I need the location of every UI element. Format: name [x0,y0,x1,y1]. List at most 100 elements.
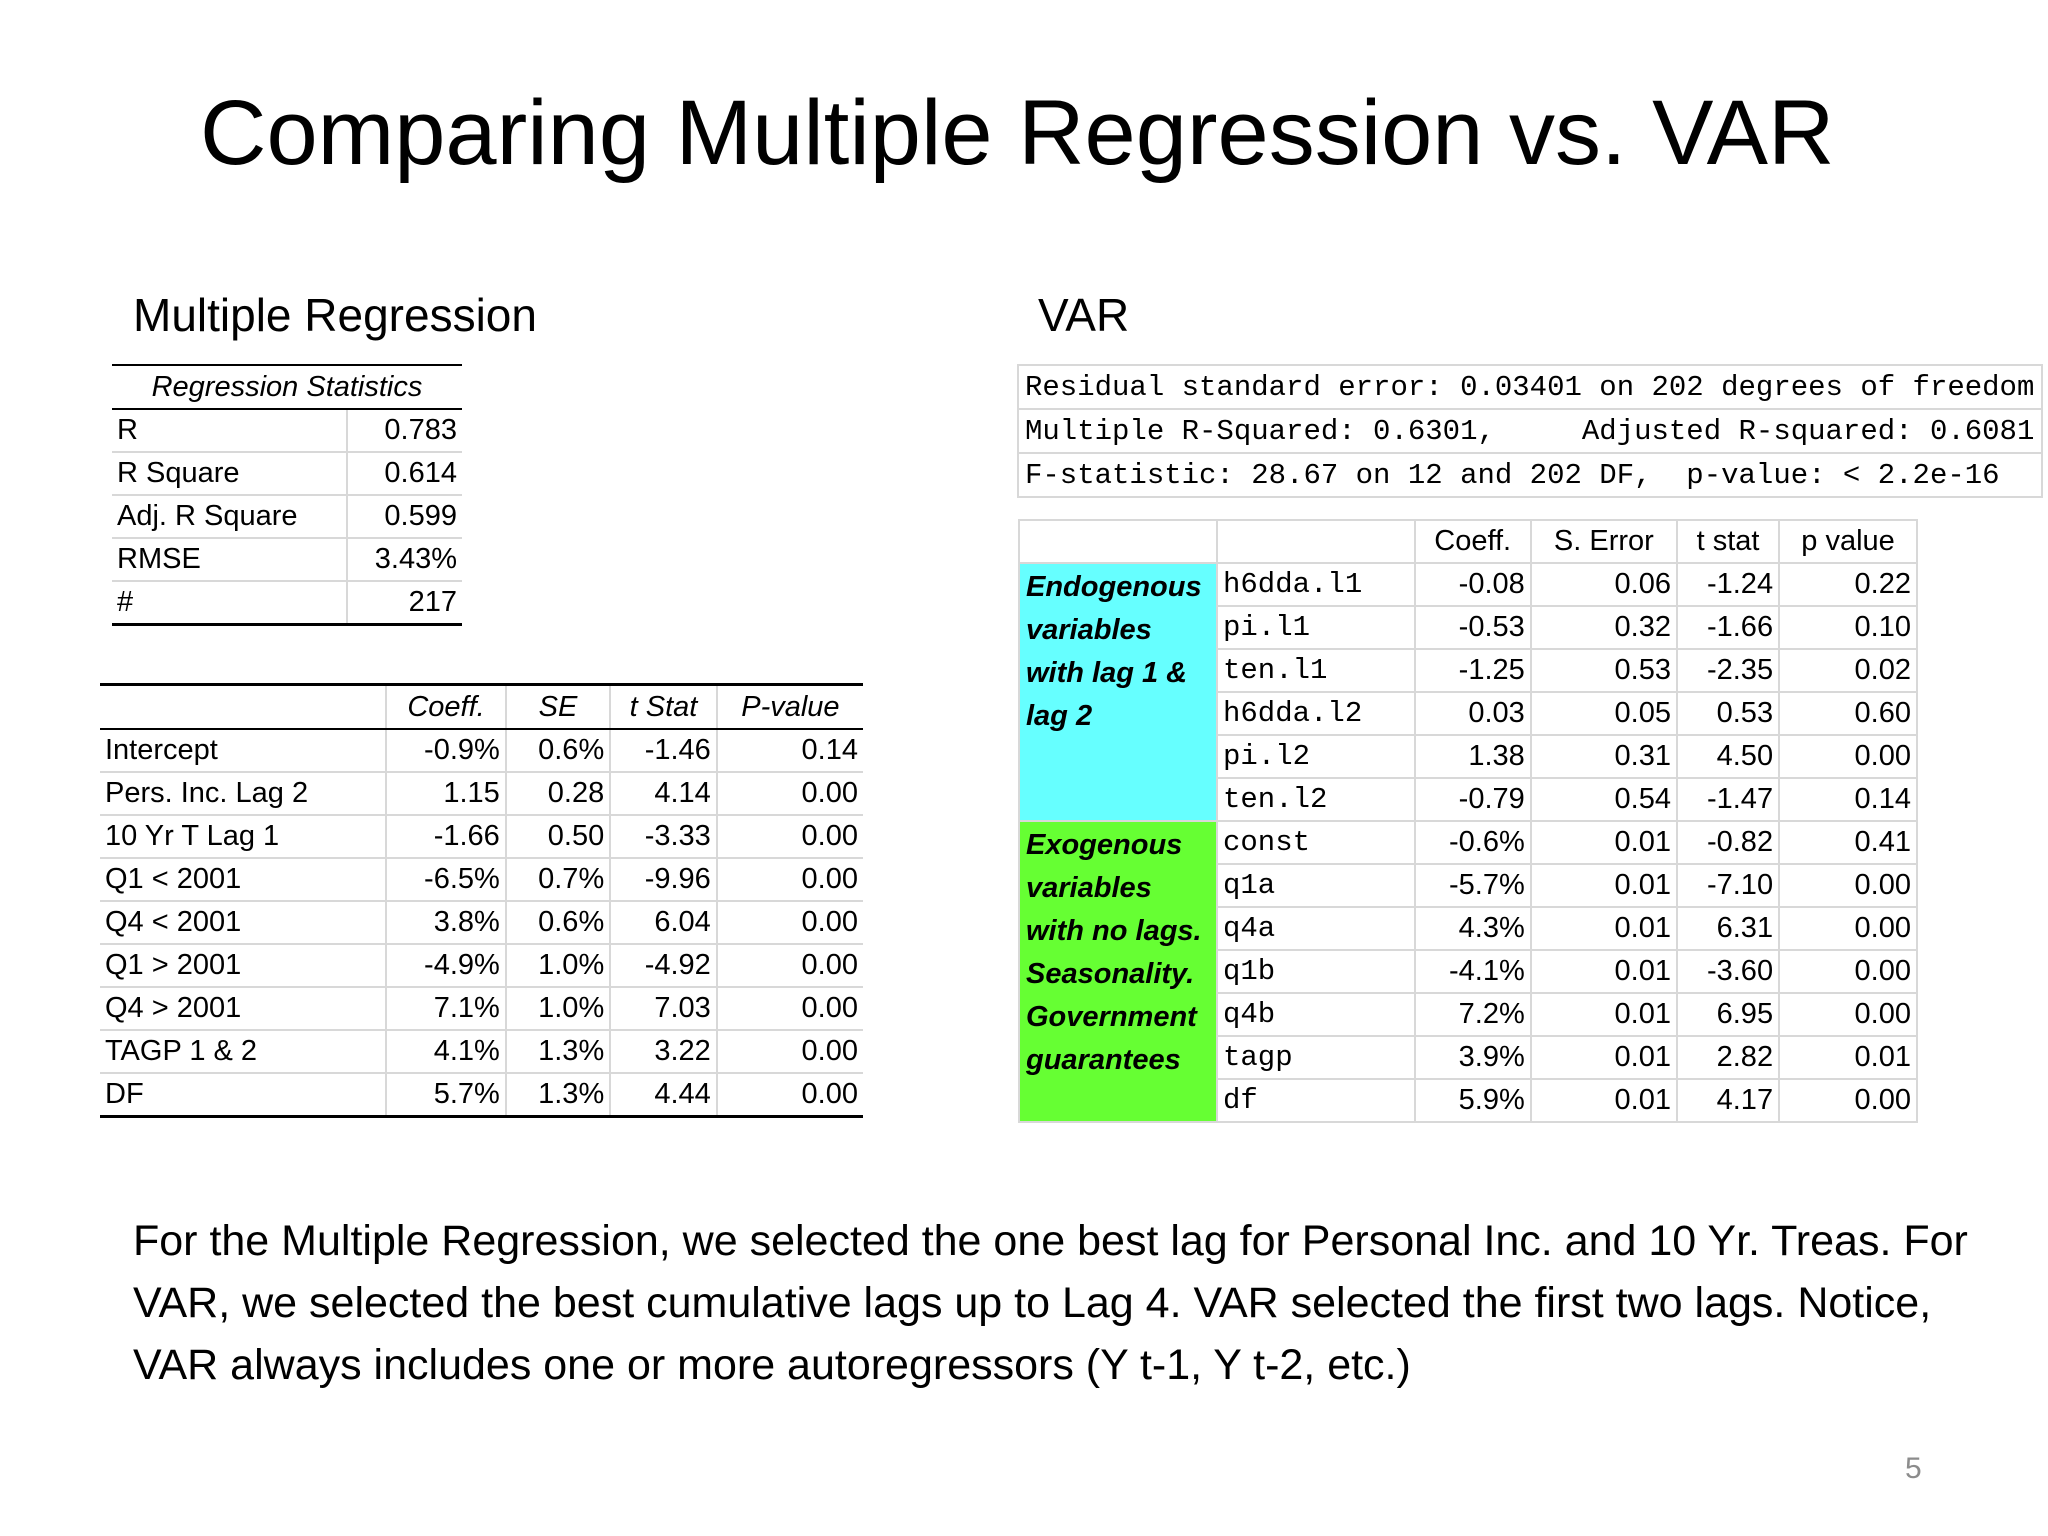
table-cell: 1.38 [1413,734,1532,779]
table-cell: 0.60 [1778,691,1918,736]
table-cell: 0.54 [1529,777,1679,822]
table-cell: -4.92 [609,944,717,988]
table-cell: 4.3% [1413,906,1532,951]
table-cell: 5.9% [1413,1078,1532,1123]
column-header: p value [1778,519,1918,564]
table-cell: -9.96 [609,858,717,902]
stats-row: RMSE 3.43% [112,538,462,582]
variable-name: tagp [1216,1035,1416,1080]
table-cell: -3.33 [609,815,717,859]
table-cell: 0.00 [715,772,863,816]
variable-name: q1a [1216,863,1416,908]
table-cell: 0.50 [504,815,611,859]
stats-row: #217 [112,581,462,626]
table-cell: 0.01 [1529,906,1679,951]
table-row: q4a 4.3% 0.01 6.31 0.00 [1019,906,1918,951]
column-header: t stat [1675,519,1781,564]
variable-name: df [1216,1078,1416,1123]
table-cell: 0.00 [715,1073,863,1118]
stats-row: R 0.783 [112,409,462,453]
stats-row: Adj. R Square 0.599 [112,495,462,539]
table-cell: 7.2% [1413,992,1532,1037]
summary-row: F-statistic: 28.67 on 12 and 202 DF, p-v… [1017,452,2043,498]
table-cell: -0.9% [385,729,506,773]
stat-name: R Square [112,452,348,496]
table-row: Q1 < 2001 -6.5% 0.7% -9.96 0.00 [100,858,863,902]
table-row: Q1 > 2001 -4.9% 1.0% -4.92 0.00 [100,944,863,988]
stat-value: 0.783 [346,409,462,453]
stat-name: RMSE [112,538,348,582]
variable-name: h6dda.l2 [1216,691,1416,736]
table-cell: 3.22 [609,1030,717,1074]
footnote: For the Multiple Regression, we selected… [133,1217,1968,1389]
table-cell: -0.79 [1413,777,1532,822]
table-row: Q4 > 2001 7.1% 1.0% 7.03 0.00 [100,987,863,1031]
table-cell: 0.02 [1778,648,1918,693]
row-label: Pers. Inc. Lag 2 [100,772,387,816]
table-row: 10 Yr T Lag 1 -1.66 0.50 -3.33 0.00 [100,815,863,859]
summary-line: Multiple R-Squared: 0.6301, Adjusted R-s… [1017,408,2043,454]
table-cell: -1.46 [609,729,717,773]
table-cell: 0.32 [1529,605,1679,650]
table-cell: 0.10 [1778,605,1918,650]
var-summary-box: Residual standard error: 0.03401 on 202 … [1017,364,2043,498]
table-cell: 0.22 [1778,562,1918,607]
table-cell: 0.00 [1778,906,1918,951]
table-cell: 2.82 [1675,1035,1781,1080]
table-cell: -7.10 [1675,863,1781,908]
table-row: ten.l2 -0.79 0.54 -1.47 0.14 [1019,777,1918,822]
table-cell: 0.00 [1778,863,1918,908]
variable-name: const [1216,820,1416,865]
table-row: Intercept -0.9% 0.6% -1.46 0.14 [100,729,863,773]
column-header: t Stat [609,683,717,730]
table-cell: -0.08 [1413,562,1532,607]
table-cell: -6.5% [385,858,506,902]
summary-row: Multiple R-Squared: 0.6301, Adjusted R-s… [1017,408,2043,454]
table-cell: 0.01 [1529,1035,1679,1080]
table-cell: -4.1% [1413,949,1532,994]
table-cell: 0.00 [1778,734,1918,779]
stat-value: 3.43% [346,538,462,582]
table-cell: 1.3% [504,1073,611,1118]
table-cell: -5.7% [1413,863,1532,908]
table-cell: 0.53 [1675,691,1781,736]
variable-name: ten.l2 [1216,777,1416,822]
table-row: h6dda.l2 0.03 0.05 0.53 0.60 [1019,691,1918,736]
table-cell: 4.50 [1675,734,1781,779]
table-row: Exogenous variables with no lags. Season… [1018,820,1918,1123]
table-cell: 0.06 [1529,562,1679,607]
row-label: Intercept [100,729,387,773]
table-cell: 0.01 [1529,1078,1679,1123]
table-row: q4b 7.2% 0.01 6.95 0.00 [1019,992,1918,1037]
column-header [100,683,387,730]
var-label: VAR [1038,289,1130,341]
table-cell: 0.41 [1778,820,1918,865]
column-header: P-value [715,683,863,730]
table-cell: 1.0% [504,987,611,1031]
stats-row: R Square 0.614 [112,452,462,496]
table-row: pi.l2 1.38 0.31 4.50 0.00 [1019,734,1918,779]
page-number: 5 [1905,1452,1922,1485]
summary-line: Residual standard error: 0.03401 on 202 … [1017,364,2043,410]
table-cell: -1.25 [1413,648,1532,693]
table-cell: 0.00 [715,944,863,988]
table-cell: 6.04 [609,901,717,945]
multiple-regression-label: Multiple Regression [133,289,537,341]
row-label: Q1 < 2001 [100,858,387,902]
table-cell: -0.53 [1413,605,1532,650]
table-cell: 4.17 [1675,1078,1781,1123]
row-label: DF [100,1073,387,1118]
stat-value: 217 [346,581,462,626]
table-cell: 4.44 [609,1073,717,1118]
table-cell: 0.14 [1778,777,1918,822]
table-cell: 6.31 [1675,906,1781,951]
stat-name: Adj. R Square [112,495,348,539]
table-row: pi.l1 -0.53 0.32 -1.66 0.10 [1019,605,1918,650]
stat-value: 0.599 [346,495,462,539]
table-cell: 0.00 [1778,1078,1918,1123]
row-label: Q4 < 2001 [100,901,387,945]
table-cell: 7.1% [385,987,506,1031]
table-cell: -2.35 [1675,648,1781,693]
table-cell: 1.3% [504,1030,611,1074]
